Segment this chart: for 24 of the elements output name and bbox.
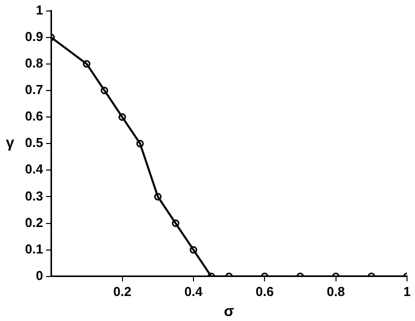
point bbox=[118, 113, 126, 121]
point bbox=[100, 86, 108, 94]
x-tick-label: 0.8 bbox=[326, 284, 345, 299]
x-axis-title: σ bbox=[224, 303, 234, 320]
y-tick-label: 0.1 bbox=[24, 241, 44, 256]
y-tick-label: 0.5 bbox=[24, 135, 44, 150]
x-tick-label: 0.6 bbox=[256, 284, 274, 299]
y-tick-label: 0.9 bbox=[24, 28, 44, 44]
point bbox=[154, 192, 162, 200]
x-tick-label: 0.4 bbox=[184, 284, 204, 299]
x-tick-label: 1 bbox=[403, 284, 411, 299]
y-axis-title: γ bbox=[6, 134, 15, 152]
point bbox=[136, 140, 144, 148]
y-tick-label: 0.8 bbox=[24, 56, 44, 70]
x-tick-label: 0.2 bbox=[113, 284, 132, 299]
y-tick-label: 0.3 bbox=[24, 188, 44, 204]
y-tick-label: 0.7 bbox=[24, 82, 44, 98]
point bbox=[82, 60, 90, 68]
y-tick-label: 1 bbox=[36, 2, 44, 18]
point bbox=[172, 220, 180, 228]
y-tick-label: 0.6 bbox=[24, 108, 44, 124]
y-tick-label: 0.2 bbox=[24, 214, 44, 230]
y-tick-label: 0 bbox=[36, 268, 44, 283]
y-tick-label: 0.4 bbox=[24, 162, 44, 177]
